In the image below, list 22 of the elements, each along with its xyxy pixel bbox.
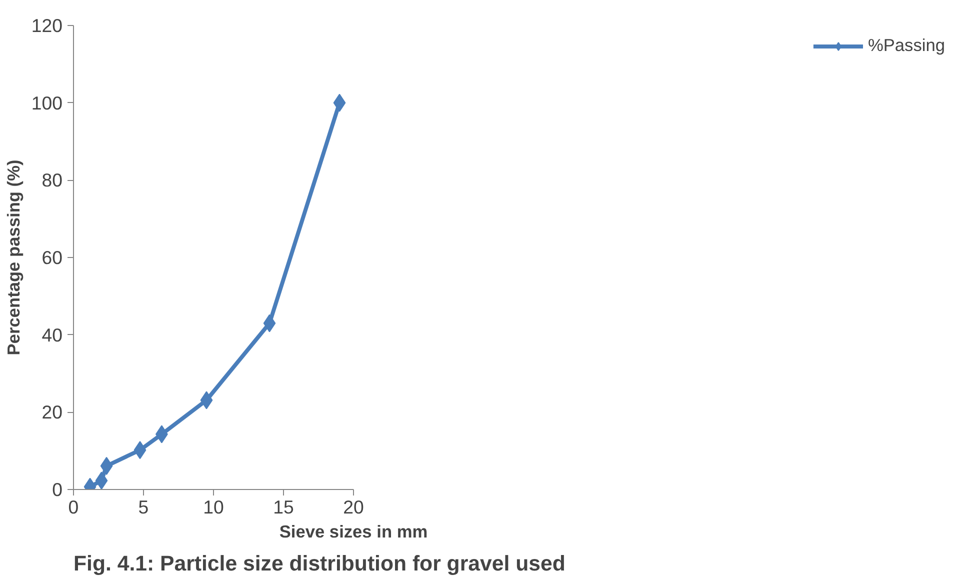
y-axis-title: Percentage passing (%) [3,160,24,356]
x-tick-label: 0 [68,496,79,518]
x-axis-title: Sieve sizes in mm [279,522,428,542]
legend-label: %Passing [868,35,945,56]
x-tick-label: 10 [203,496,224,518]
y-tick-label: 60 [42,247,63,268]
point [95,472,108,490]
point [263,314,276,332]
point [100,456,113,475]
y-tick-label: 0 [52,479,63,500]
x-tick-label: 5 [138,496,149,518]
y-tick-label: 80 [42,170,63,191]
point [200,391,213,410]
y-tick-label: 100 [31,92,63,114]
y-tick-label: 40 [42,324,63,346]
x-tick-label: 20 [343,496,364,518]
text: Fig. 4.1: Particle size distribution for gravel used [74,552,566,576]
point [134,441,146,460]
y-tick-label: 20 [42,402,63,423]
y-tick-label: 120 [31,15,63,36]
point [333,94,346,112]
x-tick-label: 15 [273,496,294,518]
